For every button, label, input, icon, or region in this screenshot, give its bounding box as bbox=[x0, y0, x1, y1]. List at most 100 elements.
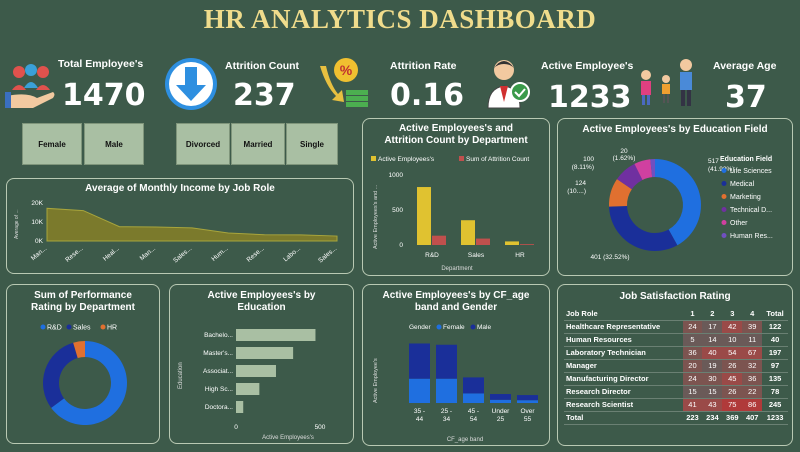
edufield-legend-marker bbox=[721, 168, 727, 173]
jobsat-role: Manager bbox=[564, 359, 683, 373]
jobsat-role: Healthcare Representative bbox=[564, 320, 683, 334]
jobsat-header[interactable]: 1 bbox=[682, 307, 703, 321]
edufield-slice bbox=[609, 179, 632, 207]
income-xtick: Rese... bbox=[246, 245, 266, 264]
edufield-data-label: (8.11%) bbox=[572, 164, 594, 171]
edufield-slice bbox=[655, 159, 701, 246]
jobsat-cell: 135 bbox=[762, 372, 788, 386]
down-arrow-icon bbox=[165, 58, 217, 110]
edufield-legend-item: Other bbox=[730, 220, 748, 227]
jobsat-cell: 20 bbox=[682, 359, 703, 373]
dept-xtick: R&D bbox=[425, 252, 439, 259]
dept-title: Active Employees's and Attrition Count b… bbox=[384, 123, 528, 146]
slicer-female[interactable]: Female bbox=[22, 123, 82, 165]
income-ylabel: Average of ... bbox=[14, 209, 20, 239]
perf-legend-item: Sales bbox=[73, 325, 91, 332]
edufield-title: Active Employees's by Education Field bbox=[582, 124, 768, 135]
edufield-legend-item: Life Sciences bbox=[730, 168, 772, 175]
education-bar bbox=[236, 347, 294, 359]
jobsat-cell: 26 bbox=[722, 385, 743, 399]
legend-marker-active bbox=[371, 156, 376, 161]
income-area bbox=[46, 207, 338, 242]
jobsat-header[interactable]: 2 bbox=[702, 307, 723, 321]
table-row: Human Resources 5 14 10 11 40 bbox=[564, 333, 788, 347]
education-bar bbox=[236, 365, 276, 377]
table-row: Research Director 15 15 26 22 78 bbox=[564, 385, 788, 399]
education-ytick: Doctora... bbox=[205, 404, 233, 411]
ageband-panel: Active Employees's by CF_age band and Ge… bbox=[362, 284, 550, 446]
perf-chart: R&D Sales HR bbox=[40, 324, 127, 425]
edufield-data-label: 100 bbox=[583, 156, 594, 163]
kpi-label-attrition-rate: Attrition Rate bbox=[390, 60, 457, 72]
education-ytick: Bachelo... bbox=[204, 332, 233, 339]
edufield-data-label: 517 bbox=[708, 158, 719, 165]
legend-marker-female bbox=[436, 324, 442, 330]
jobsat-role: Research Director bbox=[564, 385, 683, 399]
jobsat-cell: 41 bbox=[682, 398, 703, 412]
income-xtick: Heal... bbox=[102, 245, 121, 263]
edufield-data-label: 20 bbox=[620, 148, 628, 155]
edufield-legend-marker bbox=[721, 220, 727, 225]
ageband-ylabel: Active Employee's bbox=[373, 358, 379, 403]
perf-slice bbox=[43, 342, 78, 408]
jobsat-cell: 122 bbox=[762, 320, 788, 334]
education-bar bbox=[236, 383, 260, 395]
dept-panel: Active Employees's and Attrition Count b… bbox=[362, 118, 550, 276]
perf-title: Sum of Performance Rating by Department bbox=[31, 290, 135, 313]
education-title: Active Employees's by Education bbox=[207, 290, 316, 313]
education-xtick: 0 bbox=[234, 424, 238, 431]
jobsat-cell: 36 bbox=[682, 346, 703, 360]
jobsat-cell: 97 bbox=[762, 359, 788, 373]
edufield-data-label: (1.62%) bbox=[613, 155, 636, 162]
dept-bar bbox=[417, 187, 431, 245]
slicer-divorced[interactable]: Divorced bbox=[176, 123, 230, 165]
jobsat-header[interactable]: 3 bbox=[722, 307, 743, 321]
ageband-xtick: Under 25 bbox=[492, 408, 511, 423]
dept-xlabel: Department bbox=[441, 266, 473, 272]
education-chart: Education Bachelo... Master's... Associat.… bbox=[178, 329, 326, 441]
kpi-value-active-employees: 1233 bbox=[548, 80, 632, 115]
jobsat-header[interactable]: Total bbox=[762, 307, 788, 321]
ageband-bar-male bbox=[490, 394, 511, 400]
jobsat-cell: 39 bbox=[742, 320, 763, 334]
slicer-single[interactable]: Single bbox=[286, 123, 338, 165]
table-row: Laboratory Technician 36 40 54 67 197 bbox=[564, 346, 788, 360]
edufield-legend-title: Education Field bbox=[720, 156, 772, 163]
slicer-male[interactable]: Male bbox=[84, 123, 144, 165]
dept-bar bbox=[505, 241, 519, 245]
jobsat-table: Job Role 1 2 3 4 Total Healthcare Representat… bbox=[564, 307, 788, 425]
ageband-xtick: 45 -54 bbox=[468, 408, 479, 423]
jobsat-cell: 40 bbox=[702, 346, 723, 360]
ageband-bar-male bbox=[436, 344, 457, 379]
perf-legend-marker bbox=[40, 324, 46, 330]
dept-legend-attrition: Sum of Attrition Count bbox=[466, 156, 529, 163]
jobsat-total-cell: 234 bbox=[702, 410, 723, 425]
income-title: Average of Monthly Income by Job Role bbox=[85, 183, 275, 194]
jobsat-cell: 54 bbox=[722, 346, 743, 360]
edufield-slice bbox=[650, 159, 655, 178]
edufield-legend-item: Human Res... bbox=[730, 233, 773, 240]
jobsat-cell: 86 bbox=[742, 398, 763, 412]
jobsat-header[interactable]: 4 bbox=[742, 307, 763, 321]
edufield-data-label: (10....) bbox=[567, 188, 586, 195]
dept-bar bbox=[432, 235, 446, 245]
edufield-data-label: 401 (32.52%) bbox=[590, 254, 629, 261]
ageband-bar-female bbox=[517, 400, 538, 403]
jobsat-cell: 24 bbox=[682, 320, 703, 334]
table-row: Manager 20 19 26 32 97 bbox=[564, 359, 788, 373]
ageband-legend-female: Female bbox=[443, 324, 465, 331]
income-xtick: Man... bbox=[30, 245, 48, 262]
dept-ytick: 1000 bbox=[389, 172, 404, 179]
jobsat-cell: 197 bbox=[762, 346, 788, 360]
edufield-chart: 517(41.93%) 401 (32.52%) 124(10....) 100(8.… bbox=[567, 148, 773, 261]
education-ytick: High Sc... bbox=[205, 386, 233, 393]
kpi-value-attrition-count: 237 bbox=[233, 78, 296, 113]
perf-legend-item: HR bbox=[107, 325, 117, 332]
perf-legend-item: R&D bbox=[47, 325, 62, 332]
education-bar bbox=[236, 329, 316, 341]
slicer-married[interactable]: Married bbox=[231, 123, 285, 165]
edufield-data-label: 124 bbox=[575, 180, 586, 187]
active-employee-icon bbox=[487, 60, 530, 109]
jobsat-role: Manufacturing Director bbox=[564, 372, 683, 386]
jobsat-header[interactable]: Job Role bbox=[564, 307, 683, 321]
